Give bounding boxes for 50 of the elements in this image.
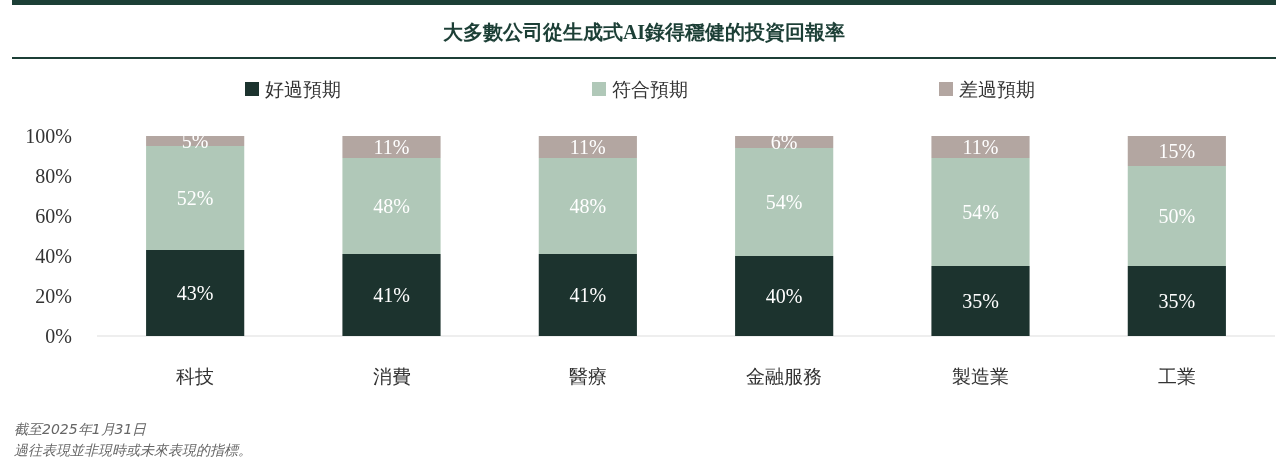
data-label: 54% [962,201,999,223]
data-label: 35% [1158,290,1196,312]
data-label: 15% [1158,140,1196,162]
bar [1127,136,1226,166]
bar [735,148,834,256]
bar [146,146,245,250]
bar [931,136,1030,158]
legend-label: 好過預期 [265,78,341,100]
bar [1127,266,1226,336]
data-label: 11% [569,136,606,158]
bar [342,136,441,158]
text: 截至2025年1月31日 [14,421,148,437]
bar [342,158,441,254]
bar [931,158,1030,266]
bar [538,158,637,254]
y-tick-label: 20% [35,285,72,307]
x-tick-label: 製造業 [952,365,1009,387]
bar [538,136,637,158]
data-label: 48% [569,195,607,217]
x-tick-label: 科技 [176,365,215,387]
y-tick-label: 100% [25,125,72,147]
data-label: 11% [962,136,999,158]
bar [342,254,441,336]
data-label: 43% [176,282,214,304]
bar [931,266,1030,336]
legend-label: 符合預期 [612,78,688,100]
data-label: 35% [962,290,999,312]
chart-title: 大多數公司從生成式AI錄得穩健的投資回報率 [442,21,846,43]
legend-label: 差過預期 [959,78,1035,100]
bar [538,254,637,336]
data-label: 52% [176,187,214,209]
data-label: 54% [765,191,803,213]
x-tick-label: 消費 [372,365,411,387]
data-label: 11% [373,136,410,158]
bar [146,250,245,336]
bar [735,256,834,336]
data-label: 41% [569,284,607,306]
x-tick-label: 工業 [1157,365,1196,387]
data-label: 50% [1158,205,1196,227]
y-tick-label: 0% [45,325,72,347]
y-tick-label: 40% [35,245,72,267]
x-tick-label: 金融服務 [746,365,823,387]
bar [1127,166,1226,266]
y-tick-label: 60% [35,205,72,227]
data-label: 48% [373,195,410,217]
data-label: 41% [373,284,410,306]
x-tick-label: 醫療 [568,365,607,387]
y-tick-label: 80% [35,165,72,187]
data-label: 40% [765,285,803,307]
text: 過往表現並非現時或未來表現的指標。 [14,442,252,458]
